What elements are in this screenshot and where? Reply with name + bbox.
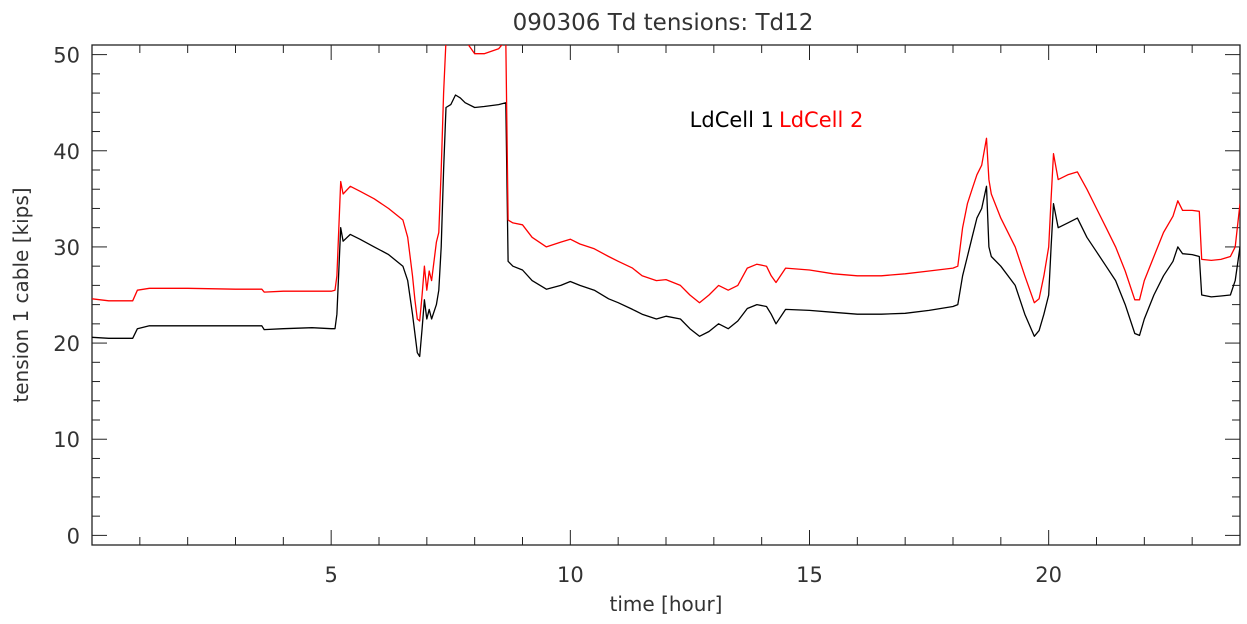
series-line-1	[92, 94, 1240, 358]
x-tick-label: 5	[324, 563, 337, 587]
x-tick-label: 15	[796, 563, 823, 587]
y-tick-label: 50	[53, 44, 80, 68]
plot-frame	[91, 44, 1241, 546]
chart-title: 090306 Td tensions: Td12	[513, 10, 814, 36]
legend-entry-ldcell-2: LdCell 2	[779, 108, 863, 132]
y-axis-label: tension 1 cable [kips]	[9, 187, 33, 402]
axis-ticks	[92, 45, 1240, 545]
y-tick-labels: 0 10 20 30 40 50	[53, 44, 80, 549]
y-tick-label: 20	[53, 332, 80, 356]
series-layer	[92, 45, 1240, 358]
y-tick-label: 40	[53, 140, 80, 164]
y-tick-label: 10	[53, 428, 80, 452]
x-tick-labels: 5 10 15 20	[324, 563, 1062, 587]
legend-entry-ldcell-1: LdCell 1	[690, 108, 774, 132]
series-line-2	[92, 45, 1240, 322]
legend: LdCell 1 LdCell 2	[690, 108, 864, 132]
x-tick-label: 10	[557, 563, 584, 587]
y-tick-label: 30	[53, 236, 80, 260]
x-tick-label: 20	[1035, 563, 1062, 587]
x-axis-label: time [hour]	[610, 592, 723, 616]
y-tick-label: 0	[67, 524, 80, 548]
